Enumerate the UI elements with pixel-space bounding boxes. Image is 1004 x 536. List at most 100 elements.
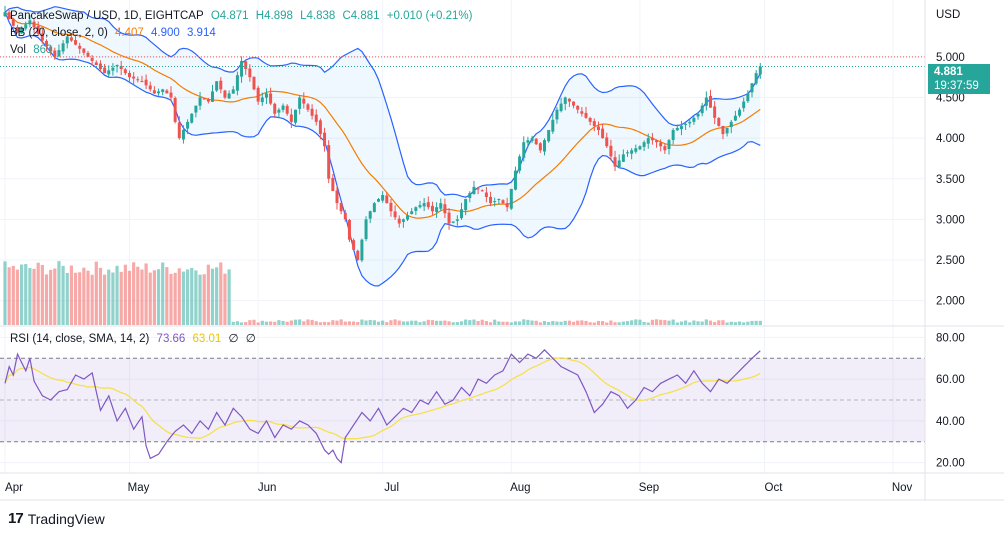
candle-body [260, 97, 264, 103]
volume-bar [235, 321, 239, 325]
volume-bar [717, 320, 721, 325]
candle-body [61, 43, 65, 52]
volume-bar [488, 322, 493, 325]
candle-body [484, 192, 488, 198]
volume-bar [165, 267, 169, 325]
candle-body [439, 203, 443, 209]
volume-bar [742, 322, 746, 325]
volume-bar [580, 320, 584, 325]
candle-body [53, 50, 57, 57]
volume-bar [422, 321, 426, 325]
volume-bar [704, 319, 708, 325]
candle-body [746, 93, 750, 102]
candle-body [32, 21, 36, 28]
candle-body [501, 200, 505, 204]
rsi-tick-label: 60.00 [936, 374, 965, 386]
volume-bar [385, 322, 389, 325]
volume-bar [90, 274, 94, 325]
volume-bar [24, 264, 28, 325]
candle-body [547, 130, 551, 142]
price-tick-label: 3.000 [936, 214, 965, 226]
tradingview-branding[interactable]: 17 TradingView [8, 510, 105, 527]
rsi-panel [0, 349, 925, 464]
candle-body [460, 209, 463, 219]
volume-bar [3, 261, 7, 325]
volume-bar [352, 321, 356, 325]
price-tick-label: 4.000 [936, 133, 965, 145]
volume-bar [613, 322, 617, 325]
candle-body [572, 101, 576, 106]
volume-bar [78, 272, 82, 325]
volume-bar [368, 319, 372, 325]
candle-body [596, 126, 600, 130]
bb-basis-value: 4.407 [115, 27, 144, 39]
candle-body [464, 199, 468, 211]
candle-body [285, 105, 289, 114]
volume-bar [696, 321, 700, 325]
volume-bar [210, 268, 215, 325]
bb-lower-line [4, 11, 761, 287]
bb-lower-value: 3.914 [186, 27, 216, 39]
candle-body [310, 108, 314, 116]
volume-bar [646, 322, 650, 325]
volume-bar [563, 320, 567, 325]
volume-bar [111, 272, 115, 325]
volume-bar [630, 320, 634, 325]
bb-legend[interactable]: BB (20, close, 2, 0) 4.407 4.900 3.914 [10, 26, 220, 40]
volume-bar [389, 320, 393, 325]
volume-bar [733, 322, 737, 325]
volume-bar [493, 319, 497, 325]
volume-bar [609, 320, 613, 325]
month-tick-label: Nov [892, 482, 913, 494]
volume-bar [376, 321, 381, 325]
candle-body [750, 83, 754, 93]
volume-bar [414, 320, 418, 325]
volume-bar [671, 319, 675, 325]
candle-body [78, 45, 82, 49]
candle-body [576, 105, 580, 110]
volume-bar [567, 320, 571, 325]
candle-body [173, 97, 177, 122]
candle-body [244, 61, 248, 70]
volume-bar [692, 320, 696, 325]
volume-bar [534, 320, 538, 325]
volume-bar [123, 264, 127, 325]
volume-bar [484, 321, 488, 325]
candle-body [206, 99, 210, 102]
volume-bar [393, 319, 397, 325]
bar-countdown: 19:37:59 [934, 80, 979, 92]
volume-bar [476, 321, 480, 325]
candle-body [650, 137, 654, 141]
rsi-extra-2: ∅ [245, 333, 256, 345]
volume-bar [206, 264, 210, 325]
candle-body [592, 121, 596, 126]
volume-bar [426, 319, 430, 325]
volume-bar [11, 265, 15, 325]
volume-bar [675, 322, 679, 325]
candle-body [36, 25, 40, 34]
candle-body [588, 117, 592, 122]
rsi-legend[interactable]: RSI (14, close, SMA, 14, 2) 73.66 63.01 … [10, 332, 260, 346]
volume-bar [347, 321, 352, 325]
volume-bar [314, 321, 318, 325]
volume-bar [285, 321, 289, 325]
candle-body [725, 127, 729, 134]
volume-bar [32, 268, 36, 325]
brand-name: TradingView [27, 510, 105, 527]
volume-bar [281, 320, 285, 325]
candle-body [327, 145, 331, 179]
bb-label: BB (20, close, 2, 0) [10, 27, 108, 39]
candle-body [281, 105, 285, 110]
volume-bars [3, 261, 762, 325]
volume-bar [538, 322, 542, 325]
volume-bar [679, 321, 684, 325]
volume-bar [547, 322, 551, 325]
candle-body [107, 70, 111, 75]
month-tick-label: Jul [384, 482, 399, 494]
month-tick-label: Apr [5, 482, 23, 494]
candle-body [57, 50, 61, 57]
volume-bar [40, 264, 44, 325]
vol-legend[interactable]: Vol 869 [10, 43, 56, 57]
volume-bar [497, 321, 501, 325]
